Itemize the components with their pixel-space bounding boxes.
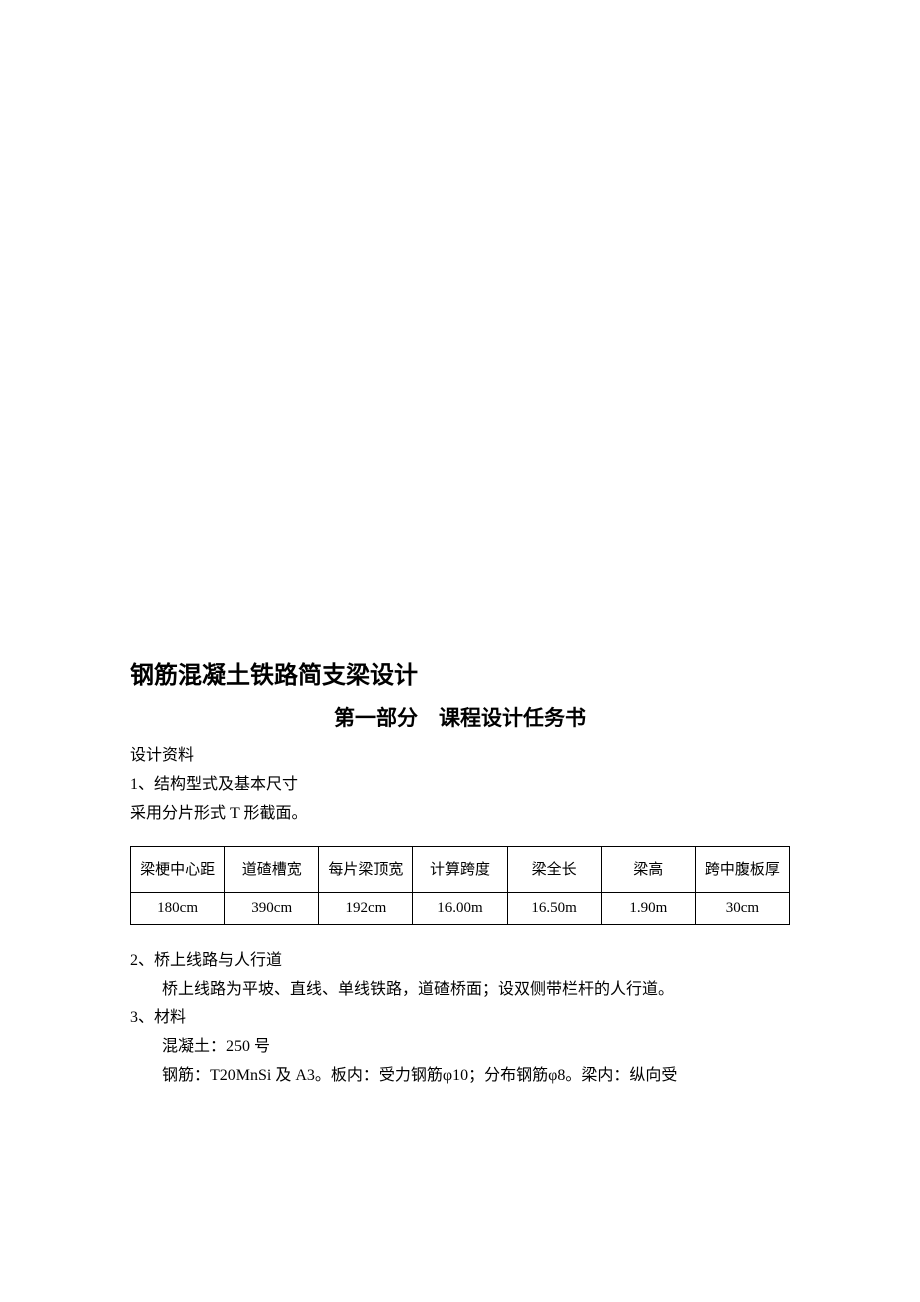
- table-cell: 16.00m: [413, 893, 507, 925]
- table-cell: 180cm: [131, 893, 225, 925]
- table-cell: 30cm: [695, 893, 789, 925]
- item1-heading: 1、结构型式及基本尺寸: [130, 771, 790, 800]
- item2-heading: 2、桥上线路与人行道: [130, 947, 790, 976]
- table-header-cell: 计算跨度: [413, 847, 507, 893]
- item3-line2: 钢筋：T20MnSi 及 A3。板内：受力钢筋φ10；分布钢筋φ8。梁内：纵向受: [130, 1062, 790, 1091]
- table-header-cell: 梁高: [601, 847, 695, 893]
- table-cell: 1.90m: [601, 893, 695, 925]
- dimensions-table: 梁梗中心距 道碴槽宽 每片梁顶宽 计算跨度 梁全长 梁高 跨中腹板厚 180cm…: [130, 846, 790, 925]
- table-header-cell: 每片梁顶宽: [319, 847, 413, 893]
- table-header-cell: 道碴槽宽: [225, 847, 319, 893]
- table-header-cell: 梁梗中心距: [131, 847, 225, 893]
- table-header-row: 梁梗中心距 道碴槽宽 每片梁顶宽 计算跨度 梁全长 梁高 跨中腹板厚: [131, 847, 790, 893]
- document-title: 钢筋混凝土铁路简支梁设计: [130, 655, 790, 690]
- table-header-cell: 梁全长: [507, 847, 601, 893]
- item3-line1: 混凝土：250 号: [130, 1033, 790, 1062]
- item1-body: 采用分片形式 T 形截面。: [130, 800, 790, 829]
- item2-body: 桥上线路为平坡、直线、单线铁路，道碴桥面；设双侧带栏杆的人行道。: [130, 976, 790, 1005]
- item3-heading: 3、材料: [130, 1004, 790, 1033]
- table-cell: 16.50m: [507, 893, 601, 925]
- table-row: 180cm 390cm 192cm 16.00m 16.50m 1.90m 30…: [131, 893, 790, 925]
- table-cell: 192cm: [319, 893, 413, 925]
- document-page: 钢筋混凝土铁路简支梁设计 第一部分 课程设计任务书 设计资料 1、结构型式及基本…: [130, 655, 790, 1091]
- dimensions-table-wrap: 梁梗中心距 道碴槽宽 每片梁顶宽 计算跨度 梁全长 梁高 跨中腹板厚 180cm…: [130, 846, 790, 925]
- table-cell: 390cm: [225, 893, 319, 925]
- section-data-label: 设计资料: [130, 742, 790, 771]
- document-subtitle: 第一部分 课程设计任务书: [130, 702, 790, 732]
- table-header-cell: 跨中腹板厚: [695, 847, 789, 893]
